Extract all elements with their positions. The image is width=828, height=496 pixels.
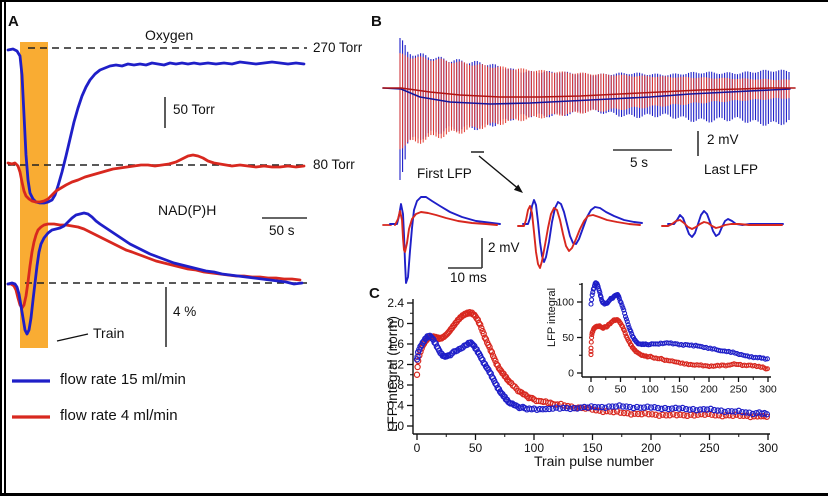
ref-line-80-label: 80 Torr <box>313 157 355 172</box>
svg-text:50: 50 <box>615 384 627 396</box>
lfp-train-spikes <box>399 38 790 180</box>
svg-text:0: 0 <box>414 441 421 455</box>
first-lfp-label: First LFP <box>417 166 472 181</box>
legend-item-flow4-label: flow rate 4 ml/min <box>60 407 178 424</box>
frame-left-border-outer <box>0 0 2 496</box>
scalebar-2mv-label: 2 mV <box>707 132 739 147</box>
svg-text:0.8: 0.8 <box>387 378 404 392</box>
panel-a-scalebars <box>56 97 307 347</box>
scalebar-50s-label: 50 s <box>269 223 295 238</box>
svg-text:200: 200 <box>641 441 661 455</box>
svg-text:300: 300 <box>758 441 778 455</box>
c-xaxis-title: Train pulse number <box>533 453 655 469</box>
svg-text:1.6: 1.6 <box>387 337 404 351</box>
panel-c-label: C <box>369 285 380 302</box>
inset-scalebar-10ms-label: 10 ms <box>450 270 487 285</box>
last-lfp-label: Last LFP <box>704 162 759 177</box>
inset-scalebar-2mv-label: 2 mV <box>488 240 520 255</box>
c-main-points <box>413 309 771 421</box>
c-inset-points <box>588 280 770 372</box>
svg-text:200: 200 <box>700 384 718 396</box>
svg-text:100: 100 <box>524 441 544 455</box>
nadph-traces <box>6 211 304 336</box>
svg-text:2.0: 2.0 <box>387 317 404 331</box>
c-yaxis-title: LFP integral (norm) <box>385 315 400 432</box>
lfp-waveforms <box>382 196 784 284</box>
legend-item-flow15-label: flow rate 15 ml/min <box>60 371 186 388</box>
svg-text:0.0: 0.0 <box>387 419 404 433</box>
scalebar-5s-label: 5 s <box>630 155 649 170</box>
legend-swatches <box>12 379 50 419</box>
c-inset-axes: 0 50 100 150 200 250 300 0 50 100 <box>556 283 777 396</box>
svg-text:250: 250 <box>730 384 748 396</box>
nadph-title: NAD(P)H <box>158 202 217 218</box>
svg-text:50: 50 <box>469 441 483 455</box>
svg-text:2.4: 2.4 <box>387 296 404 310</box>
ref-line-270-label: 270 Torr <box>313 40 363 55</box>
oxygen-traces <box>6 47 306 205</box>
train-label: Train <box>93 325 125 341</box>
svg-text:0: 0 <box>588 384 594 396</box>
lfp-train-dc <box>382 87 796 105</box>
frame-top-border <box>0 0 828 2</box>
frame-bottom-border <box>0 493 828 496</box>
svg-text:0: 0 <box>568 368 574 380</box>
svg-text:1.2: 1.2 <box>387 358 404 372</box>
panel-a-label: A <box>8 13 19 30</box>
svg-text:250: 250 <box>699 441 719 455</box>
scalebar-4pct-label: 4 % <box>173 304 197 319</box>
svg-text:100: 100 <box>641 384 659 396</box>
svg-text:50: 50 <box>562 332 574 344</box>
svg-text:0.4: 0.4 <box>387 399 404 413</box>
scalebar-50torr-label: 50 Torr <box>173 102 215 117</box>
c-main-axes: 0 50 100 150 200 250 300 0.0 0.4 0.8 1.2 1.6 2.0 2.4 <box>387 296 778 455</box>
svg-text:150: 150 <box>582 441 602 455</box>
svg-text:150: 150 <box>671 384 689 396</box>
frame-left-border-inner <box>4 0 6 496</box>
svg-text:100: 100 <box>556 297 574 309</box>
c-inset-yaxis-title: LFP integral <box>546 287 558 347</box>
svg-text:300: 300 <box>759 384 777 396</box>
oxygen-title: Oxygen <box>145 27 194 43</box>
panel-b-scalebars <box>448 131 699 269</box>
panel-b-label: B <box>371 13 382 30</box>
